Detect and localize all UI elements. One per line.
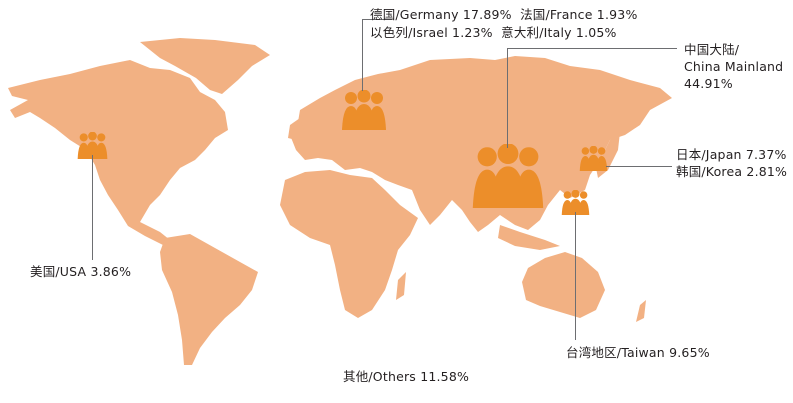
label-korea: 韩国/Korea 2.81% (676, 164, 788, 179)
madagascar (396, 272, 406, 300)
label-italy: 意大利/Italy 1.05% (501, 25, 617, 40)
label-france: 法国/France 1.93% (520, 7, 638, 22)
eurasia (290, 56, 672, 232)
label-israel: 以色列/Israel 1.23% (370, 25, 493, 40)
label-china-line2: China Mainland (684, 59, 784, 74)
label-germany: 德国/Germany 17.89% (370, 7, 512, 22)
leader-line-taiwan (575, 212, 576, 340)
greenland (140, 38, 270, 94)
label-china-share: 44.91% (684, 76, 733, 91)
new-zealand (636, 300, 646, 322)
label-europe-line2: 以色列/Israel 1.23% 意大利/Italy 1.05% (370, 24, 617, 41)
leader-line-china (507, 48, 508, 148)
leader-line-usa (92, 155, 93, 260)
label-china: 中国大陆/ China Mainland 44.91% (684, 41, 783, 92)
people-group-icon (472, 144, 544, 208)
africa (280, 170, 418, 318)
south-america (160, 234, 258, 365)
leader-line-china (507, 48, 677, 49)
leader-line-japan (606, 166, 672, 167)
label-taiwan: 台湾地区/Taiwan 9.65% (566, 345, 710, 360)
label-europe-line1: 德国/Germany 17.89% 法国/France 1.93% (370, 6, 638, 23)
label-usa: 美国/USA 3.86% (30, 264, 132, 279)
north-america (8, 60, 228, 246)
southeast-asia-islands (498, 225, 560, 250)
label-china-line1: 中国大陆/ (684, 42, 740, 57)
uk-ireland (288, 118, 304, 140)
people-group-icon (342, 90, 386, 130)
label-others: 其他/Others 11.58% (343, 369, 470, 384)
leader-line-europe (362, 19, 392, 20)
leader-line-europe (362, 19, 363, 91)
australia (522, 252, 605, 318)
people-group-icon (579, 146, 608, 171)
label-japan: 日本/Japan 7.37% (676, 147, 787, 162)
